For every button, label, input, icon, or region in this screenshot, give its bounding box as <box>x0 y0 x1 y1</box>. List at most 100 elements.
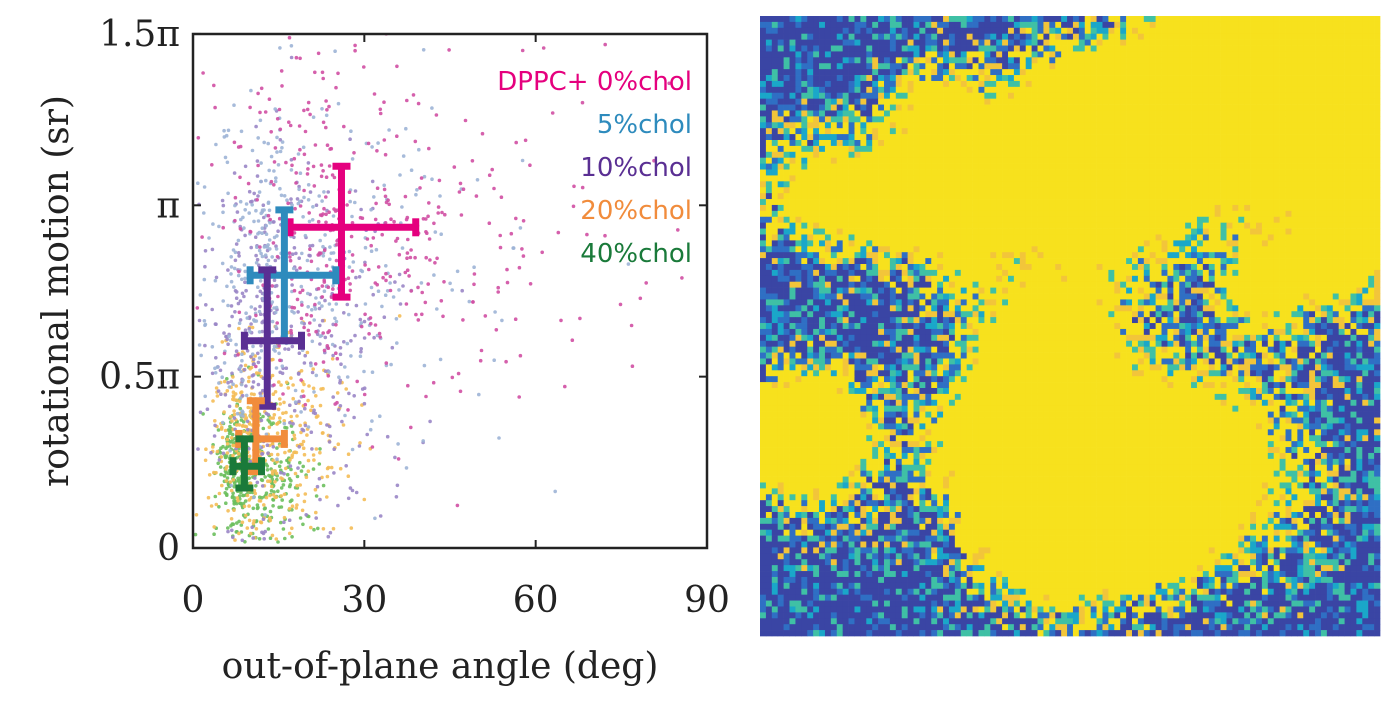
heatmap-cell <box>1368 98 1375 105</box>
heatmap-cell <box>1019 80 1027 88</box>
heatmap-cell <box>1090 63 1097 70</box>
scatter-point <box>403 194 408 199</box>
heatmap-cell <box>1049 39 1056 46</box>
heatmap-cell <box>1108 63 1115 70</box>
heatmap-cell <box>1350 92 1357 100</box>
heatmap-cell <box>943 157 950 164</box>
heatmap-cell <box>1350 134 1357 141</box>
heatmap-cell <box>1126 63 1133 70</box>
scatter-point <box>376 265 381 269</box>
scatter-point <box>274 247 279 251</box>
heatmap-cell <box>943 134 950 141</box>
scatter-point <box>308 190 313 194</box>
heatmap-cell <box>819 80 826 88</box>
heatmap-cell <box>1202 151 1210 159</box>
heatmap-cell <box>878 169 885 176</box>
heatmap-cell <box>1356 51 1363 58</box>
heatmap-cell <box>795 151 802 159</box>
heatmap-cell <box>1155 75 1162 82</box>
heatmap-cell <box>1315 27 1322 35</box>
heatmap-cell <box>919 110 926 117</box>
heatmap-cell <box>765 163 773 170</box>
scatter-point <box>238 144 243 149</box>
heatmap-cell <box>1132 33 1139 40</box>
heatmap-cell <box>884 145 891 153</box>
scatter-point <box>255 351 260 356</box>
heatmap-cell <box>1196 151 1204 159</box>
scatter-point <box>273 107 278 111</box>
heatmap-cell <box>937 39 944 46</box>
heatmap-cell <box>878 21 885 29</box>
scatter-point <box>284 366 289 371</box>
scatter-point <box>216 461 220 466</box>
heatmap-cell <box>1096 86 1103 94</box>
heatmap-cell <box>1309 69 1316 76</box>
heatmap-cell <box>1196 98 1204 105</box>
heatmap-cell <box>937 45 944 52</box>
heatmap-cell <box>913 39 920 46</box>
x-tick-label: 60 <box>513 580 559 621</box>
heatmap-cell <box>895 134 903 141</box>
heatmap-cell <box>1279 80 1286 88</box>
heatmap-cell <box>801 110 808 117</box>
scatter-point <box>327 302 332 306</box>
heatmap-cell <box>948 92 956 100</box>
scatter-point <box>224 446 228 451</box>
scatter-point <box>347 312 351 317</box>
heatmap-cell <box>1244 145 1251 153</box>
heatmap-cell <box>771 51 779 58</box>
scatter-point <box>422 174 427 179</box>
heatmap-cell <box>1049 151 1056 159</box>
heatmap-cell <box>1208 86 1216 94</box>
heatmap-cell <box>1191 39 1198 46</box>
scatter-point <box>333 316 337 321</box>
heatmap-cell <box>948 86 956 94</box>
scatter-point <box>306 198 311 202</box>
heatmap-cell <box>925 16 932 23</box>
heatmap-cell <box>960 163 968 170</box>
heatmap-cell <box>1025 98 1032 105</box>
heatmap-cell <box>1285 151 1292 159</box>
scatter-point <box>340 419 344 424</box>
scatter-point <box>360 387 365 391</box>
heatmap-cell <box>1196 63 1204 70</box>
heatmap-cell <box>842 116 849 123</box>
heatmap-cell <box>1132 27 1139 35</box>
heatmap-cell <box>1126 33 1133 40</box>
scatter-point <box>452 165 457 169</box>
scatter-point <box>363 302 368 306</box>
heatmap-cell <box>836 75 844 82</box>
heatmap-cell <box>889 16 897 23</box>
heatmap-cell <box>1285 116 1292 123</box>
heatmap-cell <box>984 86 991 94</box>
heatmap-cell <box>1173 75 1180 82</box>
scatter-point <box>370 145 374 149</box>
scatter-point <box>455 503 460 508</box>
scatter-point <box>257 263 261 268</box>
heatmap-cell <box>884 75 891 82</box>
heatmap-cell <box>1061 128 1068 135</box>
heatmap-cell <box>1126 21 1133 29</box>
heatmap-cell <box>1309 110 1316 117</box>
y-tick-label: 0 <box>157 528 180 569</box>
heatmap-cell <box>1338 33 1345 40</box>
heatmap-cell <box>1049 140 1056 147</box>
heatmap-cell <box>1143 145 1151 153</box>
scatter-point <box>280 364 285 369</box>
heatmap-cell <box>1344 39 1351 46</box>
heatmap-cell <box>1350 86 1357 94</box>
heatmap-cell <box>1338 69 1345 76</box>
heatmap-cell <box>1161 122 1168 129</box>
heatmap-cell <box>984 21 991 29</box>
heatmap-cell <box>1220 151 1227 159</box>
heatmap-cell <box>760 16 767 23</box>
heatmap-cell <box>1344 45 1351 52</box>
scatter-point <box>313 302 317 307</box>
heatmap-cell <box>854 33 861 40</box>
scatter-point <box>427 146 431 151</box>
heatmap-cell <box>948 16 956 23</box>
heatmap-cell <box>1067 63 1074 70</box>
heatmap-cell <box>895 21 903 29</box>
heatmap-cell <box>1196 45 1204 52</box>
